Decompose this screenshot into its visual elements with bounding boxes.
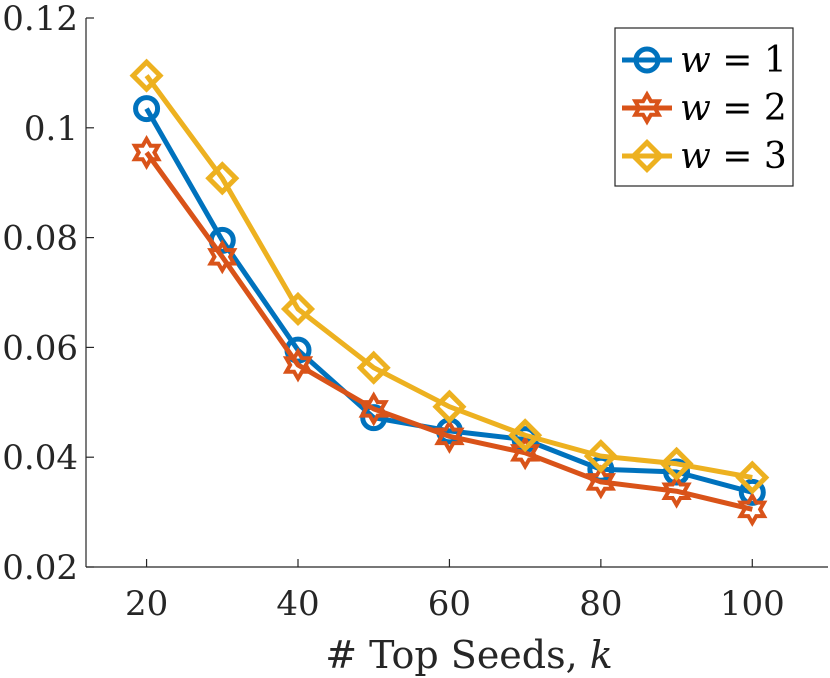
data-point	[737, 491, 768, 527]
legend-label-var: w	[680, 40, 711, 81]
legend-label-eq: = 3	[711, 136, 787, 177]
axes	[85, 18, 828, 568]
series-line	[144, 151, 753, 512]
legend-item: w = 1	[622, 40, 787, 81]
series-2	[131, 135, 768, 527]
x-tick-label: 60	[428, 584, 471, 624]
y-tick-label: 0.08	[2, 219, 78, 259]
x-axis-title: # Top Seeds, k	[325, 633, 613, 677]
x-tick-label: 20	[125, 584, 168, 624]
data-point	[280, 291, 316, 327]
data-point	[129, 58, 164, 93]
data-point	[205, 161, 240, 196]
legend-marker	[633, 46, 661, 74]
y-tick-label: 0.12	[2, 0, 78, 39]
legend-label-var: w	[680, 88, 711, 129]
data-point	[661, 473, 692, 509]
x-tick-label: 40	[276, 584, 319, 624]
data-point	[735, 460, 770, 495]
x-ticks: 20 40 60 80 100	[125, 559, 785, 624]
data-point	[510, 435, 541, 471]
y-tick-label: 0.02	[2, 548, 78, 588]
legend-marker	[631, 90, 663, 126]
data-point	[663, 458, 691, 486]
legend-marker	[629, 138, 665, 174]
legend-item: w = 3	[622, 136, 787, 177]
data-point	[583, 439, 618, 474]
series-layer	[129, 58, 770, 527]
data-point	[282, 347, 314, 383]
series-line	[144, 74, 753, 480]
legend-label: w = 2	[680, 88, 787, 129]
data-point	[508, 418, 543, 453]
x-tick-label: 100	[720, 584, 785, 624]
y-tick-label: 0.1	[24, 109, 78, 149]
x-axis-title-var: k	[590, 633, 613, 677]
data-point	[356, 350, 391, 385]
legend-item: w = 2	[622, 88, 787, 129]
legend-label: w = 1	[680, 40, 787, 81]
y-tick-label: 0.04	[2, 438, 78, 478]
data-point	[738, 478, 766, 506]
legend-label-eq: = 2	[711, 88, 787, 129]
data-point	[585, 464, 616, 500]
series-line	[144, 107, 753, 495]
legend-label-var: w	[680, 136, 711, 177]
y-ticks: 0.02 0.04 0.06 0.08 0.1 0.12	[2, 0, 94, 588]
data-point	[207, 239, 238, 275]
x-tick-label: 80	[579, 584, 622, 624]
legend-label-eq: = 1	[711, 40, 787, 81]
data-point	[432, 389, 467, 424]
data-point	[434, 418, 465, 454]
data-point	[131, 135, 162, 170]
data-point	[659, 446, 694, 481]
data-point	[133, 95, 161, 123]
x-axis-title-text: # Top Seeds,	[325, 633, 590, 677]
legend-label: w = 3	[680, 136, 787, 177]
data-point	[358, 391, 389, 427]
series-3	[129, 58, 770, 495]
y-tick-label: 0.06	[2, 328, 78, 368]
legend: w = 1w = 2w = 3	[614, 27, 794, 187]
